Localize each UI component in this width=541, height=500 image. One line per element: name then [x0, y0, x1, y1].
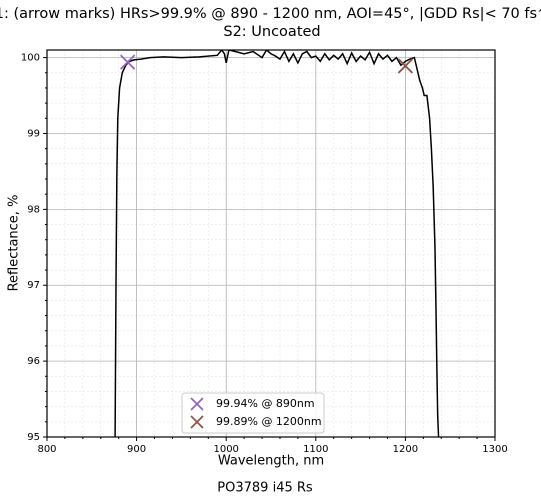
x-tick-label: 800	[37, 444, 56, 455]
legend-label: 99.89% @ 1200nm	[216, 415, 322, 428]
plot-frame	[46, 49, 496, 438]
legend-label: 99.94% @ 890nm	[216, 397, 315, 410]
y-tick-label: 99	[27, 128, 40, 139]
chart-title: S1: (arrow marks) HRs>99.9% @ 890 - 1200…	[0, 6, 541, 22]
marker	[397, 58, 414, 74]
y-tick-label: 98	[27, 204, 40, 215]
y-tick-label: 97	[27, 280, 40, 291]
marker	[190, 415, 204, 429]
x-tick-label: 1200	[393, 444, 418, 455]
y-tick-label: 96	[27, 356, 40, 367]
x-tick-label: 900	[127, 444, 146, 455]
chart-title: S2: Uncoated	[223, 24, 320, 40]
reflectance-line	[114, 50, 440, 437]
plot-area	[114, 50, 440, 437]
axes: 800 900 1000 1100 1200 1300 95 96 97 98 99 100	[21, 53, 508, 455]
x-axis-label: Wavelength, nm	[218, 454, 324, 469]
footer: PO3789 i45 Rs	[217, 481, 313, 496]
x-tick-label: 1300	[482, 444, 507, 455]
legend-box	[181, 392, 325, 434]
x-tick-label: 1000	[213, 444, 238, 455]
y-tick-label: 100	[21, 53, 40, 64]
y-tick-label: 95	[27, 432, 40, 443]
legend: 99.94% @ 890nm 99.89% @ 1200nm	[181, 392, 325, 434]
marker	[190, 397, 204, 411]
x-tick-label: 1100	[303, 444, 328, 455]
marker	[120, 54, 136, 70]
y-axis-label: Reflectance, %	[7, 195, 22, 292]
